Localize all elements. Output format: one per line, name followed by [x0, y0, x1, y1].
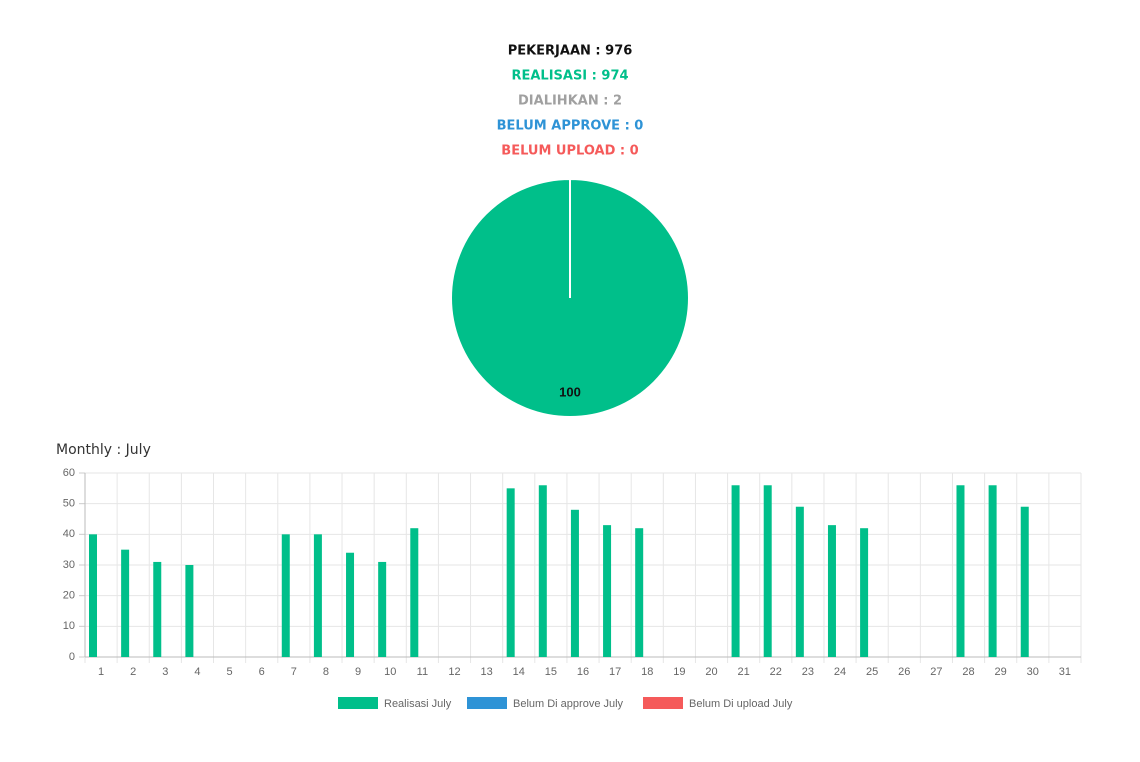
bar: [860, 528, 869, 657]
legend-label: Belum Di approve July: [513, 698, 624, 710]
bar: [185, 565, 194, 657]
y-tick-label: 0: [69, 651, 75, 663]
bar: [1020, 506, 1029, 657]
bar: [378, 561, 387, 657]
y-tick-label: 50: [63, 498, 75, 510]
legend-swatch: [338, 697, 378, 709]
x-tick-label: 31: [1059, 666, 1071, 678]
summary-line: PEKERJAAN : 976: [508, 44, 633, 59]
bar: [570, 509, 579, 657]
x-tick-label: 25: [866, 666, 878, 678]
summary-line: BELUM UPLOAD : 0: [501, 144, 638, 159]
x-tick-label: 16: [577, 666, 589, 678]
bar: [635, 528, 644, 657]
x-tick-label: 6: [259, 666, 265, 678]
x-tick-label: 24: [834, 666, 846, 678]
bar: [763, 485, 772, 657]
x-tick-label: 3: [162, 666, 168, 678]
y-tick-label: 40: [63, 528, 75, 540]
y-tick-label: 60: [63, 467, 75, 479]
x-tick-label: 20: [705, 666, 717, 678]
bar: [346, 552, 355, 657]
x-tick-label: 26: [898, 666, 910, 678]
y-tick-label: 10: [63, 620, 75, 632]
bar: [795, 506, 804, 657]
legend-swatch: [643, 697, 683, 709]
bar: [538, 485, 547, 657]
bar: [506, 488, 515, 657]
x-tick-label: 14: [513, 666, 525, 678]
x-tick-label: 10: [384, 666, 396, 678]
x-tick-label: 30: [1027, 666, 1039, 678]
summary-line: BELUM APPROVE : 0: [497, 119, 644, 134]
x-tick-label: 22: [770, 666, 782, 678]
bar: [89, 534, 97, 657]
x-tick-label: 28: [962, 666, 974, 678]
pie-slice: [450, 177, 690, 419]
x-tick-label: 5: [227, 666, 233, 678]
bar: [827, 525, 836, 657]
bar: [956, 485, 965, 657]
y-tick-label: 30: [63, 559, 75, 571]
x-tick-label: 23: [802, 666, 814, 678]
x-tick-label: 8: [323, 666, 329, 678]
x-tick-label: 1: [98, 666, 104, 678]
x-tick-label: 18: [641, 666, 653, 678]
bar: [153, 561, 162, 657]
x-tick-label: 29: [995, 666, 1007, 678]
x-tick-label: 21: [738, 666, 750, 678]
x-tick-label: 12: [448, 666, 460, 678]
x-tick-label: 19: [673, 666, 685, 678]
legend-label: Realisasi July: [384, 698, 452, 710]
bar: [410, 528, 419, 657]
x-tick-label: 9: [355, 666, 361, 678]
y-tick-label: 20: [63, 590, 75, 602]
legend-label: Belum Di upload July: [689, 698, 793, 710]
chart-title: Monthly : July: [56, 442, 151, 458]
slice-label: 100: [559, 385, 581, 400]
bar: [313, 534, 322, 657]
summary-line: REALISASI : 974: [511, 69, 628, 84]
x-tick-label: 27: [930, 666, 942, 678]
x-tick-label: 2: [130, 666, 136, 678]
bar: [281, 534, 290, 657]
bar: [603, 525, 612, 657]
legend-swatch: [467, 697, 507, 709]
summary-line: DIALIHKAN : 2: [518, 94, 622, 109]
x-tick-label: 17: [609, 666, 621, 678]
bar: [731, 485, 740, 657]
x-tick-label: 11: [417, 666, 428, 678]
x-tick-label: 15: [545, 666, 557, 678]
bar: [121, 549, 130, 657]
x-tick-label: 13: [480, 666, 492, 678]
bar: [988, 485, 997, 657]
x-tick-label: 7: [291, 666, 297, 678]
x-tick-label: 4: [194, 666, 200, 678]
